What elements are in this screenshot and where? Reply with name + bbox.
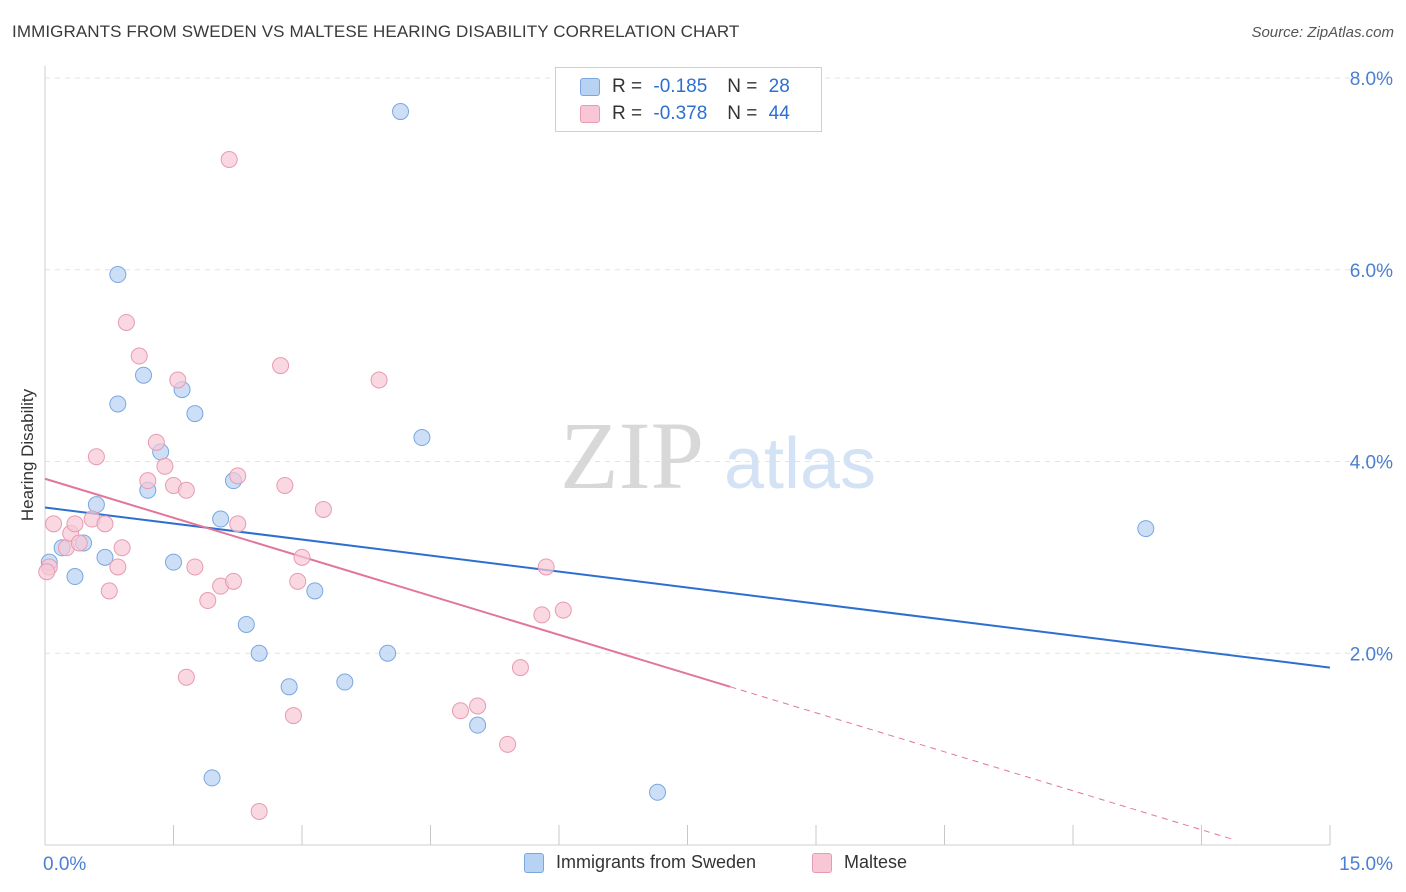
n-label: N = (727, 76, 758, 97)
sweden-point (109, 266, 127, 284)
maltese-point (250, 802, 268, 820)
stats-box: R = -0.185 N = 28 R = -0.378 N = 44 (555, 67, 822, 132)
sweden-point (306, 582, 324, 600)
watermark: ZIP atlas (560, 402, 876, 509)
sweden-swatch-icon (580, 78, 600, 96)
maltese-point (284, 707, 302, 725)
trend-lines (44, 477, 1331, 841)
x-tick-label: 15.0% (1339, 854, 1393, 875)
watermark-zip: ZIP (560, 402, 704, 509)
maltese-point (139, 472, 157, 490)
n-value: 28 (768, 76, 790, 97)
legend-item-maltese[interactable]: Maltese (812, 852, 907, 873)
sweden-point (1137, 520, 1155, 538)
sweden-point (237, 615, 255, 633)
maltese-point (314, 500, 332, 518)
sweden-point (250, 644, 268, 662)
maltese-point (511, 659, 529, 677)
maltese-point (229, 515, 247, 533)
y-tick-label: 8.0% (1350, 69, 1393, 90)
maltese-point (113, 539, 131, 557)
maltese-point (147, 433, 165, 451)
maltese-point (293, 548, 311, 566)
maltese-point (186, 558, 204, 576)
maltese-point (177, 481, 195, 499)
r-value: -0.378 (653, 103, 708, 124)
sweden-point (135, 366, 153, 384)
maltese-point (87, 448, 105, 466)
sweden-trend-line (44, 506, 1331, 669)
sweden-point (336, 673, 354, 691)
sweden-point (203, 769, 221, 787)
grid-lines (45, 77, 1395, 654)
maltese-point (156, 457, 174, 475)
x-tick-label: 0.0% (43, 854, 86, 875)
maltese-point (469, 697, 487, 715)
sweden-point (109, 395, 127, 413)
maltese-point (177, 668, 195, 686)
tick-labels: 2.0% 4.0% 6.0% 8.0% 0.0% 15.0% (43, 69, 1393, 875)
y-tick-label: 6.0% (1350, 261, 1393, 282)
maltese-point (220, 150, 238, 168)
maltese-point (109, 558, 127, 576)
maltese-point (130, 347, 148, 365)
maltese-trend-extension (730, 686, 1236, 841)
axes (44, 66, 1331, 846)
maltese-point (169, 371, 187, 389)
maltese-point (272, 357, 290, 375)
maltese-point (38, 563, 56, 581)
sweden-point (165, 553, 182, 571)
maltese-point (45, 515, 63, 533)
maltese-point (117, 313, 135, 331)
maltese-point (537, 558, 555, 576)
maltese-legend-swatch-icon (812, 852, 832, 873)
y-tick-label: 2.0% (1350, 644, 1393, 665)
legend-item-sweden[interactable]: Immigrants from Sweden (524, 852, 756, 873)
sweden-point (469, 716, 487, 734)
n-value: 44 (768, 103, 790, 124)
maltese-point (224, 572, 242, 590)
maltese-point (370, 371, 388, 389)
maltese-point (66, 515, 84, 533)
maltese-point (100, 582, 118, 600)
n-label: N = (727, 103, 758, 124)
maltese-trend-line (44, 477, 731, 688)
watermark-atlas: atlas (724, 424, 876, 504)
maltese-point (533, 606, 551, 624)
maltese-point (289, 572, 307, 590)
sweden-point (392, 103, 410, 121)
stats-row-maltese: R = -0.378 N = 44 (580, 102, 790, 126)
sweden-point (379, 644, 397, 662)
r-label: R = (612, 103, 643, 124)
sweden-point (96, 548, 114, 566)
sweden-point (87, 496, 105, 514)
r-value: -0.185 (653, 76, 708, 97)
maltese-point (499, 735, 517, 753)
sweden-legend-swatch-icon (524, 852, 544, 873)
maltese-point (199, 592, 217, 610)
maltese-point (70, 534, 88, 552)
maltese-point (229, 467, 247, 485)
sweden-point (212, 510, 230, 528)
sweden-point (280, 678, 298, 696)
maltese-point (554, 601, 572, 619)
stats-row-sweden: R = -0.185 N = 28 (580, 75, 790, 99)
sweden-point (413, 429, 431, 447)
maltese-point (451, 702, 469, 720)
legend-label: Immigrants from Sweden (556, 852, 757, 872)
sweden-point (66, 568, 84, 586)
sweden-point (186, 405, 204, 423)
chart-title: IMMIGRANTS FROM SWEDEN VS MALTESE HEARIN… (12, 22, 740, 41)
y-axis-title: Hearing Disability (18, 388, 37, 522)
legend-label: Maltese (844, 852, 908, 872)
data-points (38, 103, 1155, 820)
maltese-swatch-icon (580, 105, 600, 123)
sweden-point (649, 783, 667, 801)
r-label: R = (612, 76, 643, 97)
y-tick-label: 4.0% (1350, 453, 1393, 474)
source-label: Source: ZipAtlas.com (1251, 24, 1394, 41)
maltese-point (96, 515, 114, 533)
maltese-point (276, 476, 294, 494)
